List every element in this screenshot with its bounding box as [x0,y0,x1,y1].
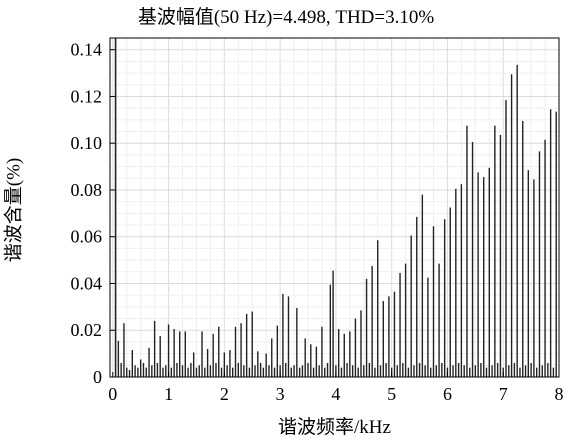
x-tick-label: 0 [108,384,117,404]
x-tick-label: 3 [276,384,285,404]
x-tick-label: 7 [499,384,508,404]
y-tick-label: 0.10 [71,133,103,153]
x-tick-label: 2 [220,384,229,404]
plot-frame [109,37,560,378]
chart-title: 基波幅值(50 Hz)=4.498, THD=3.10% [137,7,435,28]
x-tick-label: 4 [331,384,340,404]
y-tick-label: 0.02 [71,320,103,340]
y-tick-label: 0.08 [71,180,103,200]
y-axis-label: 谐波含量(%) [3,157,25,263]
x-axis-label: 谐波频率/kHz [278,417,391,438]
y-tick-label: 0.12 [71,86,103,106]
y-tick-label: 0.04 [71,273,103,293]
y-tick-label: 0.14 [71,40,103,60]
y-tick-label: 0.06 [71,227,103,247]
x-tick-label: 1 [164,384,173,404]
x-tick-label: 6 [443,384,452,404]
x-tick-label: 5 [387,384,396,404]
y-tick-label: 0 [93,367,102,387]
x-tick-label: 8 [555,384,564,404]
